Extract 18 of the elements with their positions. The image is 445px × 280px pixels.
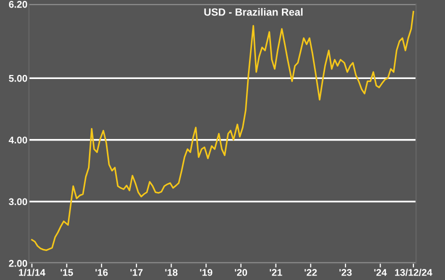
x-tick-label: '22 <box>304 269 317 276</box>
x-tick-label: '21 <box>270 269 282 276</box>
y-tick-label: 6.20 <box>8 0 28 8</box>
x-tick-label: '16 <box>95 269 108 276</box>
x-tick-label: '24 <box>374 269 387 276</box>
x-tick-label: '17 <box>130 269 143 276</box>
y-tick-label: 2.00 <box>8 260 28 267</box>
chart-title: USD - Brazilian Real <box>204 8 303 16</box>
x-tick-label: 1/1/14 <box>18 268 46 276</box>
x-tick-label: '15 <box>60 269 73 276</box>
y-tick-label: 3.00 <box>8 198 28 206</box>
x-tick-label: '20 <box>234 269 248 276</box>
x-tick-label: '19 <box>200 269 212 276</box>
x-tick-label: '18 <box>165 269 178 276</box>
x-tick-label: 13/12/24 <box>395 268 432 276</box>
y-tick-label: 5.00 <box>8 74 28 82</box>
y-tick-label: 4.00 <box>8 136 28 144</box>
x-tick-label: '23 <box>339 269 352 276</box>
